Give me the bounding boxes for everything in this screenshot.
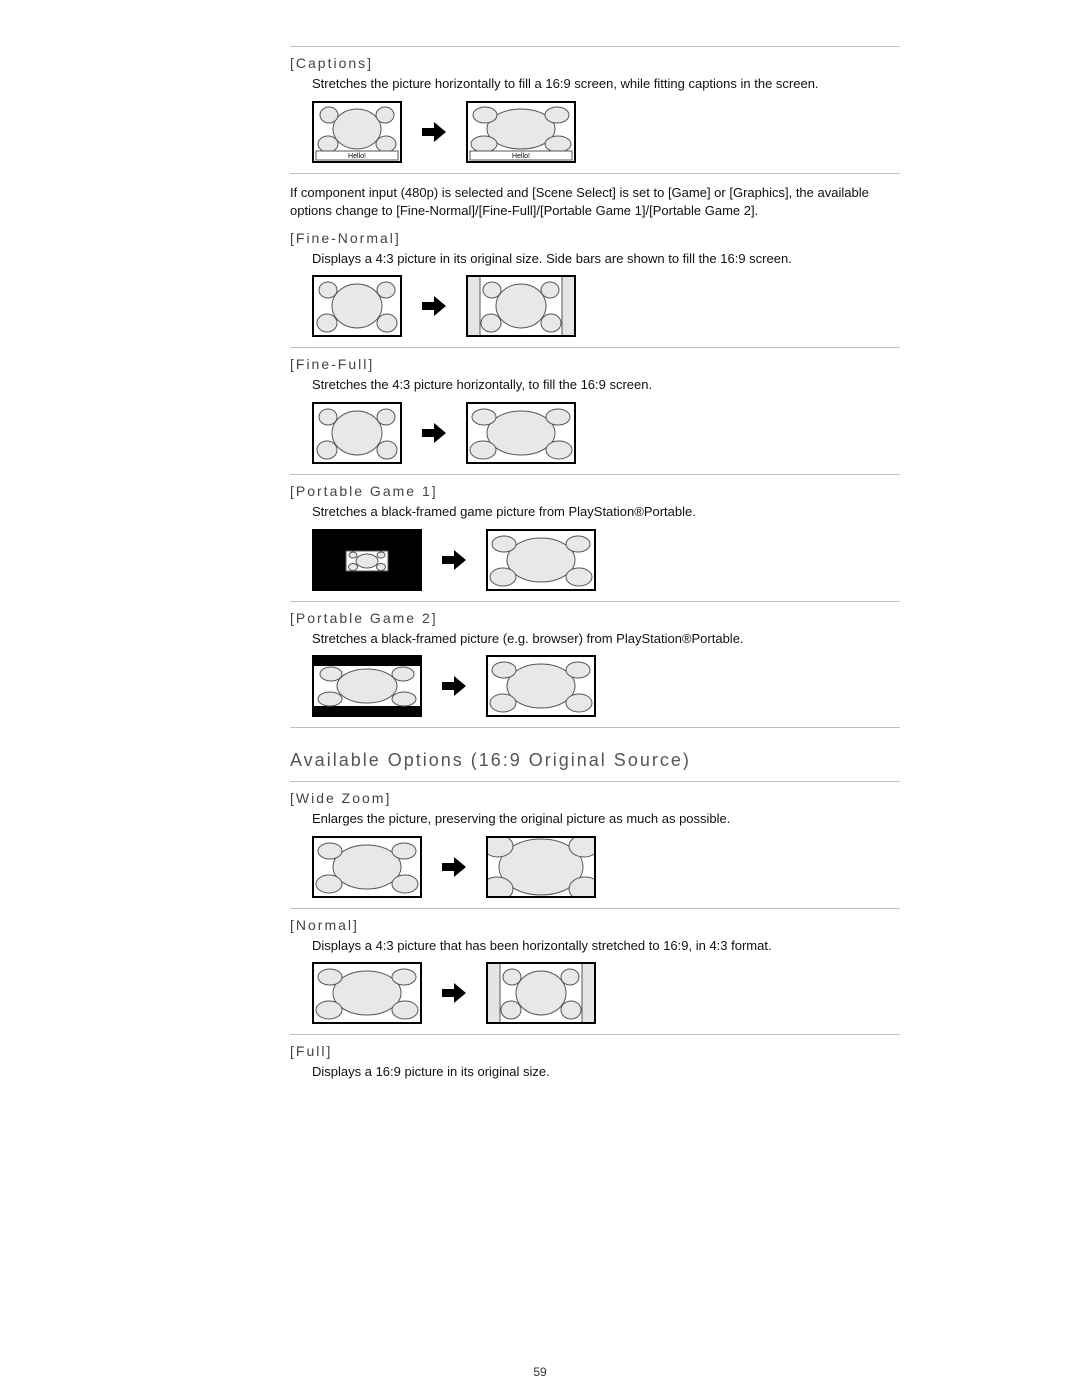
divider [290, 46, 900, 47]
diagram-before-icon [312, 275, 402, 337]
divider [290, 727, 900, 728]
option-desc-wide-zoom: Enlarges the picture, preserving the ori… [312, 810, 900, 828]
caption-after-text: Hello! [512, 153, 530, 160]
diagram-row-normal [312, 962, 900, 1024]
diagram-before-icon [312, 402, 402, 464]
option-label-wide-zoom: [Wide Zoom] [290, 790, 900, 806]
manual-page: [Captions] Stretches the picture horizon… [0, 0, 1080, 1397]
divider [290, 908, 900, 909]
diagram-before-icon [312, 962, 422, 1024]
diagram-before-icon: Hello! [312, 101, 402, 163]
option-label-pg2: [Portable Game 2] [290, 610, 900, 626]
option-desc-full: Displays a 16:9 picture in its original … [312, 1063, 900, 1081]
diagram-before-icon [312, 529, 422, 591]
option-label-pg1: [Portable Game 1] [290, 483, 900, 499]
note-480p: If component input (480p) is selected an… [290, 184, 900, 220]
option-desc-fine-full: Stretches the 4:3 picture horizontally, … [312, 376, 900, 394]
diagram-row-wide-zoom [312, 836, 900, 898]
diagram-after-icon [486, 529, 596, 591]
option-desc-pg1: Stretches a black-framed game picture fr… [312, 503, 900, 521]
diagram-row-fine-normal [312, 275, 900, 337]
option-label-fine-normal: [Fine-Normal] [290, 230, 900, 246]
diagram-after-icon [486, 836, 596, 898]
arrow-icon [440, 672, 468, 700]
diagram-row-captions: Hello! Hello! [312, 101, 900, 163]
divider [290, 781, 900, 782]
divider [290, 173, 900, 174]
diagram-before-icon [312, 655, 422, 717]
diagram-row-fine-full [312, 402, 900, 464]
option-desc-fine-normal: Displays a 4:3 picture in its original s… [312, 250, 900, 268]
arrow-icon [440, 546, 468, 574]
divider [290, 1034, 900, 1035]
divider [290, 347, 900, 348]
arrow-icon [420, 419, 448, 447]
divider [290, 601, 900, 602]
option-label-captions: [Captions] [290, 55, 900, 71]
option-label-full: [Full] [290, 1043, 900, 1059]
diagram-row-pg1 [312, 529, 900, 591]
diagram-after-icon [466, 275, 576, 337]
arrow-icon [420, 118, 448, 146]
diagram-after-icon [466, 402, 576, 464]
arrow-icon [420, 292, 448, 320]
section-title-169: Available Options (16:9 Original Source) [290, 750, 900, 771]
option-label-normal: [Normal] [290, 917, 900, 933]
caption-before-text: Hello! [348, 153, 366, 160]
option-desc-pg2: Stretches a black-framed picture (e.g. b… [312, 630, 900, 648]
diagram-after-icon: Hello! [466, 101, 576, 163]
arrow-icon [440, 853, 468, 881]
diagram-before-icon [312, 836, 422, 898]
diagram-after-icon [486, 962, 596, 1024]
diagram-row-pg2 [312, 655, 900, 717]
arrow-icon [440, 979, 468, 1007]
option-desc-normal: Displays a 4:3 picture that has been hor… [312, 937, 900, 955]
divider [290, 474, 900, 475]
option-desc-captions: Stretches the picture horizontally to fi… [312, 75, 900, 93]
option-label-fine-full: [Fine-Full] [290, 356, 900, 372]
page-number: 59 [0, 1365, 1080, 1379]
diagram-after-icon [486, 655, 596, 717]
